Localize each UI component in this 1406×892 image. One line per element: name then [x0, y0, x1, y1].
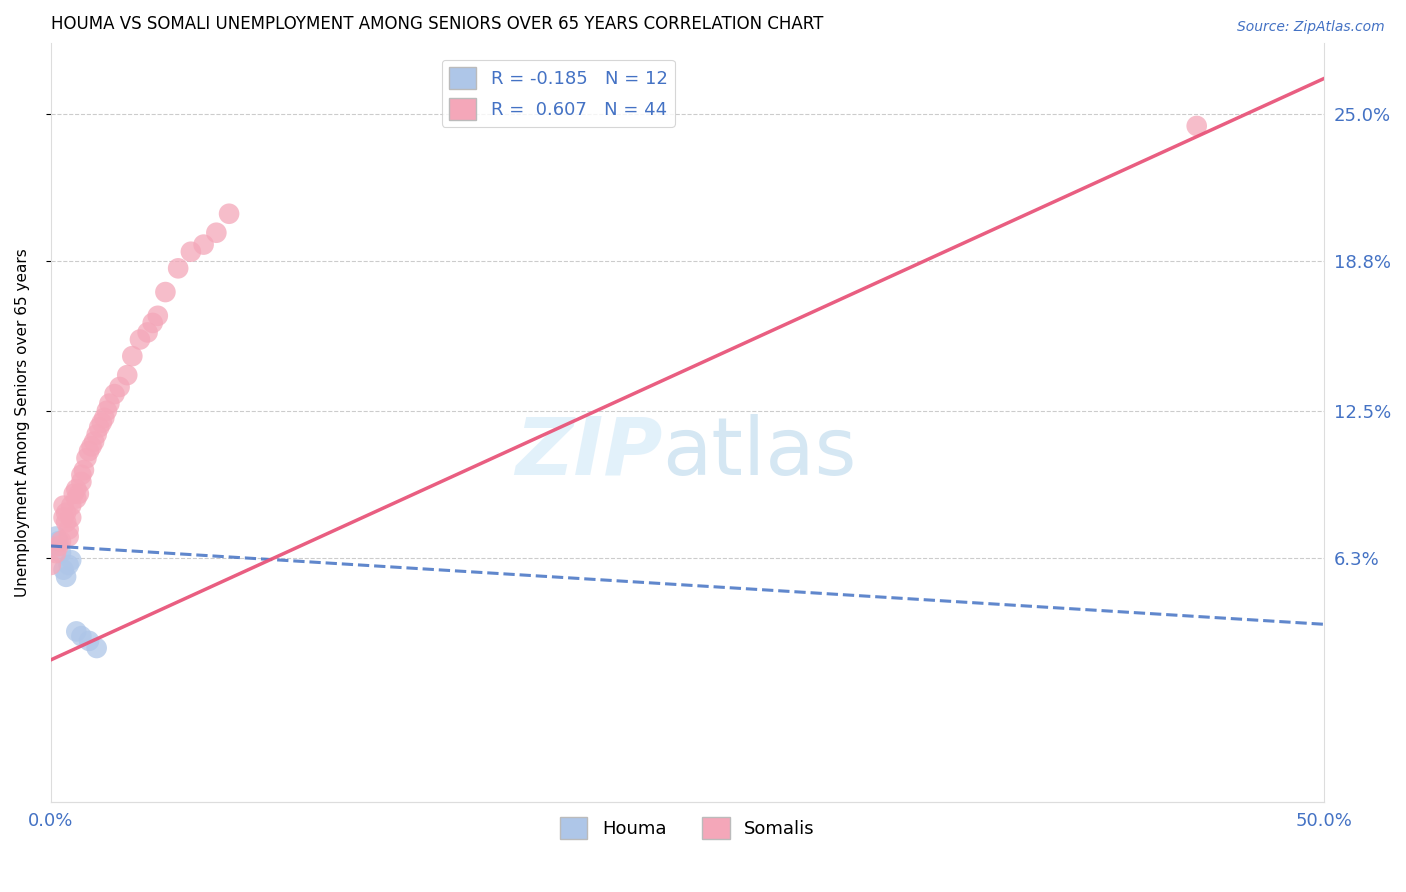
Point [65, 624, 87, 639]
Point [76, 451, 98, 466]
Point [62, 487, 84, 501]
Point [80, 439, 103, 453]
Point [121, 349, 143, 363]
Point [60, 510, 83, 524]
Point [60, 499, 83, 513]
Point [155, 285, 177, 299]
Point [86, 640, 108, 655]
Point [55, 506, 77, 520]
Point [70, 629, 93, 643]
Point [103, 387, 125, 401]
Point [77, 444, 100, 458]
Point [136, 326, 159, 340]
Y-axis label: Unemployment Among Seniors over 65 years: Unemployment Among Seniors over 65 years [15, 248, 30, 597]
Point [49, 546, 72, 560]
Point [193, 237, 215, 252]
Legend: Houma, Somalis: Houma, Somalis [553, 810, 821, 847]
Point [55, 515, 77, 529]
Point [90, 416, 112, 430]
Point [93, 410, 115, 425]
Point [65, 491, 87, 506]
Point [55, 570, 77, 584]
Point [180, 244, 202, 259]
Point [1185, 119, 1208, 133]
Point [86, 427, 108, 442]
Point [142, 316, 165, 330]
Point [70, 467, 93, 482]
Point [77, 633, 100, 648]
Point [48, 539, 70, 553]
Point [45, 529, 67, 543]
Point [129, 333, 152, 347]
Point [67, 487, 90, 501]
Point [115, 368, 138, 383]
Point [58, 558, 80, 572]
Point [73, 463, 96, 477]
Point [146, 309, 169, 323]
Text: Source: ZipAtlas.com: Source: ZipAtlas.com [1237, 20, 1385, 34]
Point [108, 380, 131, 394]
Text: atlas: atlas [662, 414, 856, 492]
Point [48, 534, 70, 549]
Point [58, 522, 80, 536]
Point [96, 403, 118, 417]
Point [205, 226, 228, 240]
Point [52, 563, 75, 577]
Point [52, 510, 75, 524]
Point [89, 420, 111, 434]
Point [167, 261, 190, 276]
Point [65, 482, 87, 496]
Point [70, 475, 93, 489]
Point [39, 558, 62, 572]
Text: HOUMA VS SOMALI UNEMPLOYMENT AMONG SENIORS OVER 65 YEARS CORRELATION CHART: HOUMA VS SOMALI UNEMPLOYMENT AMONG SENIO… [51, 15, 823, 33]
Point [39, 539, 62, 553]
Point [218, 207, 240, 221]
Point [60, 553, 83, 567]
Point [52, 499, 75, 513]
Point [49, 534, 72, 549]
Text: ZIP: ZIP [515, 414, 662, 492]
Point [45, 546, 67, 560]
Point [83, 434, 105, 449]
Point [58, 529, 80, 543]
Point [98, 396, 121, 410]
